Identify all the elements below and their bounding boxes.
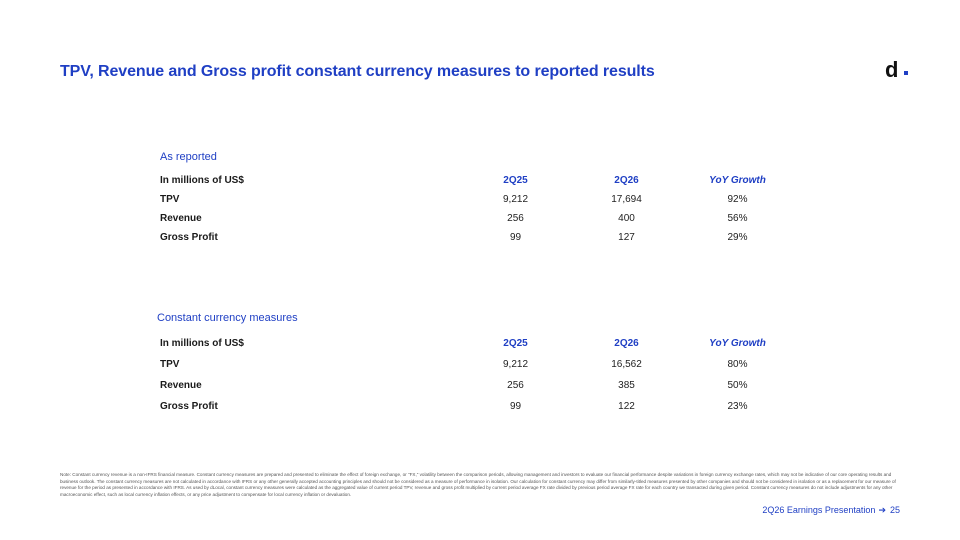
row-value-2q26: 400 [618, 213, 635, 224]
page-title: TPV, Revenue and Gross profit constant c… [60, 63, 655, 80]
row-value-yoy: 80% [727, 359, 748, 370]
table-row: TPV 9,212 16,562 80% [160, 354, 793, 375]
header-metric: In millions of US$ [160, 175, 244, 186]
header-col-2q25: 2Q25 [503, 175, 528, 186]
row-value-2q25: 9,212 [502, 359, 529, 370]
header-col-2q26: 2Q26 [614, 175, 639, 186]
footer-label: 2Q26 Earnings Presentation [762, 505, 876, 515]
logo-letter: d [885, 57, 899, 82]
company-logo: d [885, 58, 915, 82]
row-value-yoy: 56% [727, 213, 748, 224]
row-value-2q25: 256 [507, 380, 524, 391]
constant-currency-table: In millions of US$ 2Q25 2Q26 YoY Growth … [160, 333, 793, 417]
row-value-2q26: 122 [618, 401, 635, 412]
row-metric: TPV [160, 194, 180, 205]
row-value-2q25: 99 [509, 232, 522, 243]
header-col-2q25: 2Q25 [503, 338, 528, 349]
table-row: Gross Profit 99 127 29% [160, 228, 793, 247]
table-header-row: In millions of US$ 2Q25 2Q26 YoY Growth [160, 333, 793, 354]
table-row: Revenue 256 400 56% [160, 209, 793, 228]
row-value-2q25: 256 [507, 213, 524, 224]
row-value-2q26: 16,562 [611, 359, 642, 370]
page-number: 25 [889, 505, 900, 515]
footer: 2Q26 Earnings Presentation ➔ 25 [762, 505, 900, 516]
footnote: Note: Constant currency revenue is a non… [60, 472, 896, 497]
header-col-yoy-growth: YoY Growth [709, 338, 766, 349]
row-metric: Revenue [160, 380, 202, 391]
logo-dot [904, 71, 908, 75]
row-value-2q26: 385 [618, 380, 635, 391]
row-value-yoy: 29% [727, 232, 748, 243]
header-col-yoy-growth: YoY Growth [709, 175, 766, 186]
row-metric: TPV [160, 359, 180, 370]
table-row: Gross Profit 99 122 23% [160, 396, 793, 417]
row-value-yoy: 23% [727, 401, 748, 412]
row-metric: Gross Profit [160, 232, 218, 243]
row-value-2q25: 9,212 [502, 194, 529, 205]
header-col-2q26: 2Q26 [614, 338, 639, 349]
row-value-2q25: 99 [509, 401, 522, 412]
table-header-row: In millions of US$ 2Q25 2Q26 YoY Growth [160, 171, 793, 190]
row-value-2q26: 17,694 [611, 194, 642, 205]
arrow-right-icon: ➔ [878, 505, 886, 515]
section-label-constant-currency: Constant currency measures [157, 312, 298, 324]
row-value-yoy: 50% [727, 380, 748, 391]
section-label-as-reported: As reported [160, 151, 217, 163]
row-metric: Gross Profit [160, 401, 218, 412]
row-metric: Revenue [160, 213, 202, 224]
as-reported-table: In millions of US$ 2Q25 2Q26 YoY Growth … [160, 171, 793, 247]
table-row: TPV 9,212 17,694 92% [160, 190, 793, 209]
row-value-yoy: 92% [727, 194, 748, 205]
table-row: Revenue 256 385 50% [160, 375, 793, 396]
header-metric: In millions of US$ [160, 338, 244, 349]
row-value-2q26: 127 [618, 232, 635, 243]
